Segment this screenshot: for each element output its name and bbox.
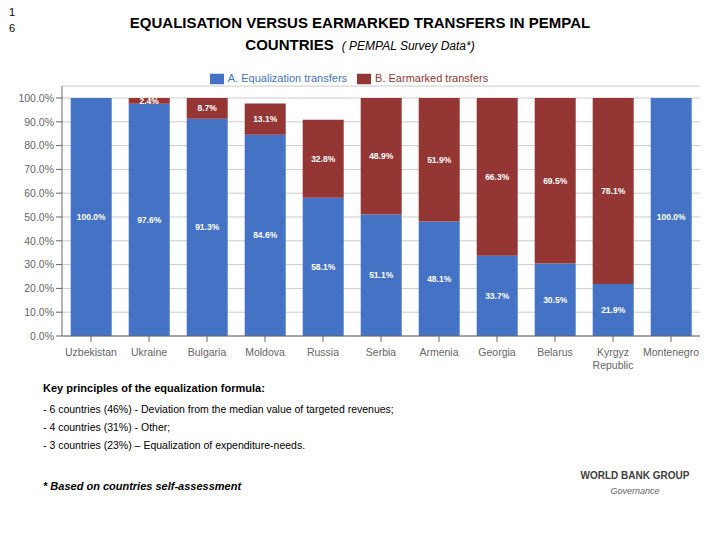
svg-text:Russia: Russia <box>307 346 339 358</box>
html-text:1: 1 <box>9 6 16 18</box>
svg-text:10.0%: 10.0% <box>24 306 54 318</box>
svg-text:100.0%: 100.0% <box>18 92 54 104</box>
html-text:6: 6 <box>9 22 16 34</box>
html-text:- 6 countries (46%) - Deviatio: - 6 countries (46%) - Deviation from the… <box>43 403 394 415</box>
svg-text:Serbia: Serbia <box>366 346 397 358</box>
svg-text:40.0%: 40.0% <box>24 235 54 247</box>
svg-text:Montenegro: Montenegro <box>643 346 699 358</box>
html-text:Key principles of the equaliza: Key principles of the equalization formu… <box>43 382 265 394</box>
svg-text:0.0%: 0.0% <box>30 330 54 342</box>
svg-text:78.1%: 78.1% <box>601 186 626 196</box>
svg-text:Belarus: Belarus <box>537 346 573 358</box>
html-text:A. Equalization transfers: A. Equalization transfers <box>227 72 348 84</box>
svg-text:69.5%: 69.5% <box>543 176 568 186</box>
svg-text:100.0%: 100.0% <box>657 212 686 222</box>
svg-text:2.4%: 2.4% <box>140 96 160 106</box>
html-text:EQUALISATION VERSUS EARMARKED: EQUALISATION VERSUS EARMARKED TRANSFERS … <box>129 14 591 31</box>
html-text:Governance: Governance <box>610 486 660 496</box>
svg-text:58.1%: 58.1% <box>311 262 336 272</box>
html-text:* Based on countries self-asse: * Based on countries self-assessment <box>43 480 242 492</box>
svg-text:21.9%: 21.9% <box>601 305 626 315</box>
html-text:( PEMPAL Survey Data*): ( PEMPAL Survey Data*) <box>341 39 475 53</box>
svg-text:48.1%: 48.1% <box>427 274 452 284</box>
svg-text:Ukraine: Ukraine <box>131 346 167 358</box>
svg-text:32.8%: 32.8% <box>311 154 336 164</box>
svg-text:60.0%: 60.0% <box>24 187 54 199</box>
svg-text:80.0%: 80.0% <box>24 139 54 151</box>
svg-text:20.0%: 20.0% <box>24 282 54 294</box>
svg-text:33.7%: 33.7% <box>485 291 510 301</box>
svg-text:30.5%: 30.5% <box>543 295 568 305</box>
html-text:WORLD BANK GROUP: WORLD BANK GROUP <box>580 470 690 481</box>
svg-text:Moldova: Moldova <box>245 346 285 358</box>
svg-text:84.6%: 84.6% <box>253 230 278 240</box>
html-text:- 3 countries (23%) – Equaliza: - 3 countries (23%) – Equalization of ex… <box>43 439 306 451</box>
svg-text:Bulgaria: Bulgaria <box>188 346 227 358</box>
svg-text:51.1%: 51.1% <box>369 270 394 280</box>
svg-text:100.0%: 100.0% <box>77 212 106 222</box>
svg-text:91.3%: 91.3% <box>195 222 220 232</box>
html-text:- 4 countries (31%) - Other;: - 4 countries (31%) - Other; <box>43 421 171 433</box>
svg-text:51.9%: 51.9% <box>427 155 452 165</box>
svg-text:90.0%: 90.0% <box>24 116 54 128</box>
svg-text:Uzbekistan: Uzbekistan <box>65 346 117 358</box>
svg-text:Georgia: Georgia <box>478 346 516 358</box>
svg-text:8.7%: 8.7% <box>198 103 218 113</box>
svg-text:30.0%: 30.0% <box>24 258 54 270</box>
svg-text:13.1%: 13.1% <box>253 114 278 124</box>
svg-text:50.0%: 50.0% <box>24 211 54 223</box>
svg-text:Armenia: Armenia <box>419 346 458 358</box>
html-text:COUNTRIES: COUNTRIES <box>245 36 334 53</box>
svg-text:48.9%: 48.9% <box>369 151 394 161</box>
svg-text:70.0%: 70.0% <box>24 163 54 175</box>
svg-text:KyrgyzRepublic: KyrgyzRepublic <box>593 346 634 371</box>
svg-text:97.6%: 97.6% <box>137 215 162 225</box>
html-text:B. Earmarked transfers: B. Earmarked transfers <box>375 72 489 84</box>
svg-text:66.3%: 66.3% <box>485 172 510 182</box>
